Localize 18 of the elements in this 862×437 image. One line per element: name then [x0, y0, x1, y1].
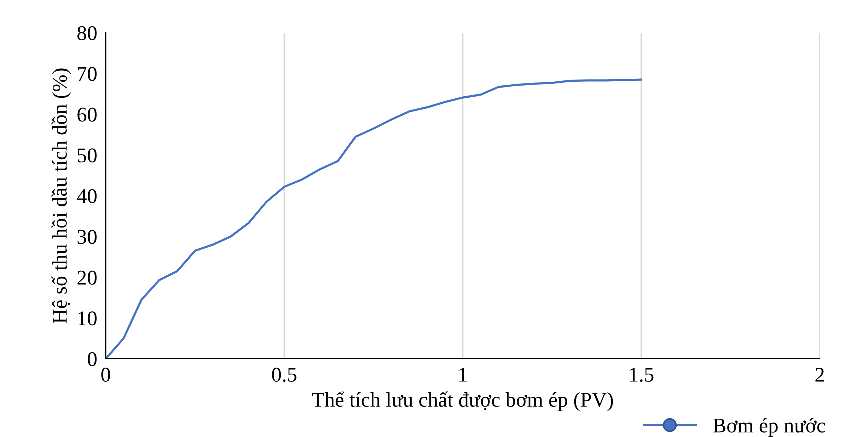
x-axis-title: Thể tích lưu chất được bơm ép (PV)	[312, 392, 614, 412]
y-tick-label: 80	[78, 26, 97, 40]
line-series	[106, 78, 643, 359]
y-tick-label: 70	[78, 67, 97, 82]
x-tick-label: 0.5	[272, 368, 297, 382]
x-tick-label: 1.5	[630, 368, 654, 382]
y-tick-label: 50	[78, 148, 97, 163]
x-tick-label: 1	[460, 368, 467, 382]
legend-label: Bơm ép nước	[713, 418, 826, 437]
y-tick-label: 0	[88, 352, 97, 366]
y-tick-label: 20	[78, 270, 97, 285]
y-tick-label: 10	[78, 312, 97, 326]
y-tick-label: 40	[77, 189, 97, 204]
x-tick-label: 2	[816, 368, 824, 382]
y-tick-label: 30	[78, 230, 97, 244]
y-tick-label: 60	[78, 108, 97, 122]
y-axis-title: Hệ số thu hồi dầu tích dồn (%)	[52, 68, 72, 324]
x-tick-label: 0	[102, 368, 110, 382]
